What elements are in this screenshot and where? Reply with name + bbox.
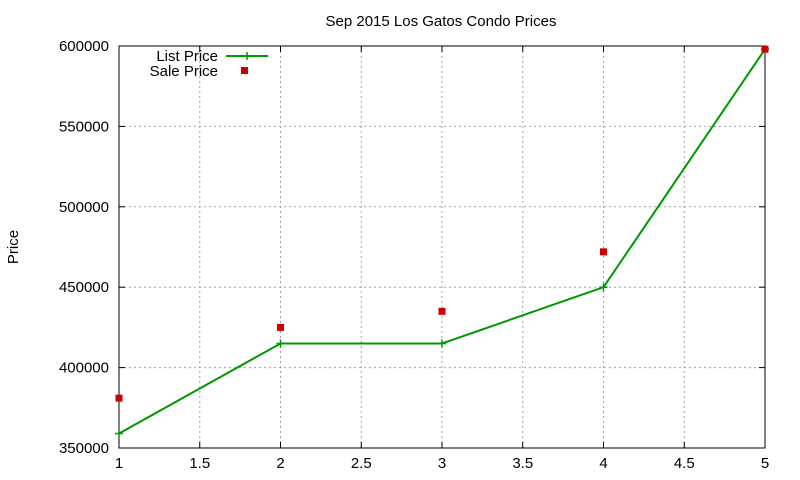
x-tick-label: 4.5	[674, 455, 695, 472]
y-tick-label: 550000	[59, 118, 109, 135]
y-tick-label: 600000	[59, 38, 109, 55]
legend-marker-list-price	[243, 52, 251, 60]
point-list-price	[115, 429, 123, 438]
legend-marker-sale-price	[241, 67, 248, 74]
x-tick-label: 2	[276, 455, 284, 472]
y-tick-label: 500000	[59, 199, 109, 216]
grid-lines	[119, 46, 765, 448]
y-tick-label: 450000	[59, 279, 109, 296]
y-tick-label: 350000	[59, 440, 109, 457]
y-axis-label: Price	[5, 230, 22, 264]
x-tick-label: 5	[761, 455, 769, 472]
legend: List Price Sale Price	[150, 48, 268, 80]
point-sale-price	[438, 307, 446, 315]
point-list-price	[599, 283, 608, 292]
x-tick-labels: 1 1.5 2 2.5 3 3.5 4 4.5 5	[115, 455, 769, 472]
y-tick-labels: 350000 400000 450000 500000 550000 600000	[59, 38, 109, 457]
x-tick-label: 4	[599, 455, 607, 472]
x-tick-label: 1	[115, 455, 123, 472]
point-sale-price	[277, 323, 284, 331]
point-sale-price	[115, 394, 123, 402]
point-list-price	[438, 339, 446, 348]
x-tick-label: 3.5	[512, 455, 533, 472]
series-layer	[115, 45, 769, 438]
x-tick-label: 1.5	[189, 455, 210, 472]
x-tick-label: 2.5	[351, 455, 372, 472]
y-tick-label: 400000	[59, 360, 109, 377]
x-tick-label: 3	[438, 455, 446, 472]
legend-label-sale-price: Sale Price	[150, 63, 218, 80]
point-sale-price	[600, 248, 607, 256]
point-list-price	[276, 339, 285, 348]
legend-label-list-price: List Price	[156, 48, 218, 65]
chart-title: Sep 2015 Los Gatos Condo Prices	[326, 13, 557, 30]
point-sale-price	[761, 45, 769, 53]
